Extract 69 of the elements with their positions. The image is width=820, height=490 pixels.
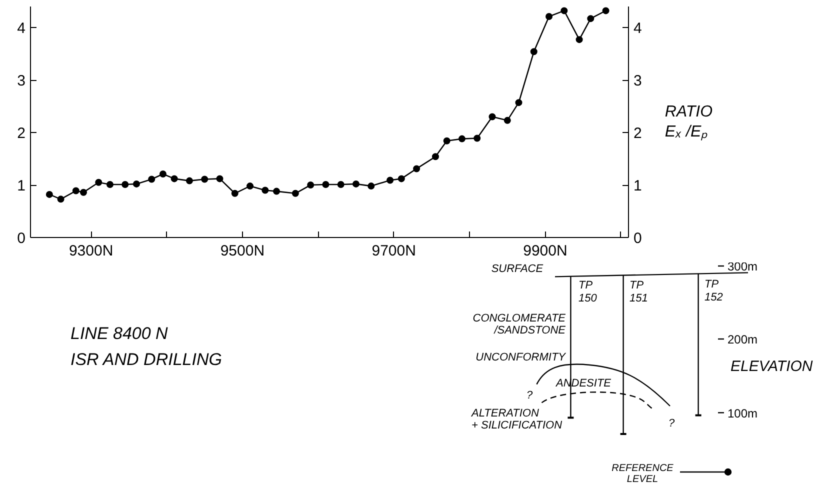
y-tick-label: 0 (17, 230, 26, 247)
point (368, 182, 375, 190)
y2-axis-title: RATIO Eₓ /Eₚ (664, 103, 713, 141)
point (80, 188, 87, 196)
text: REFERENCE LEVEL (612, 463, 674, 485)
x-tick-label: 9300N (68, 242, 114, 260)
y2-tick-label: 2 (634, 125, 642, 142)
point (148, 176, 156, 183)
point (273, 188, 280, 195)
text: LINE 8400 N ISR AND DRILLING (70, 324, 222, 369)
text: TP 151 (630, 280, 648, 304)
point (159, 170, 166, 178)
point (337, 180, 344, 188)
point (106, 180, 114, 188)
y-tick-label: 4 (17, 20, 26, 37)
point (504, 116, 511, 124)
text: UNCONFORMITY (476, 352, 566, 364)
x-tick-label: 9700N (372, 242, 416, 260)
point (72, 187, 80, 194)
point (46, 190, 53, 198)
text: 100m (728, 406, 758, 420)
point (307, 182, 314, 188)
point (201, 176, 208, 183)
point (170, 175, 178, 182)
text: ALTERATION + SILICIFICATION (470, 408, 562, 432)
point (186, 177, 193, 184)
y-tick-label: 1 (17, 178, 26, 194)
y2-tick-label: 4 (634, 20, 642, 37)
point (515, 99, 522, 106)
y-tick-label: 3 (17, 72, 26, 90)
point (322, 180, 330, 188)
point (413, 165, 420, 172)
point (530, 48, 538, 56)
point (262, 186, 269, 194)
text: TP 150 (578, 280, 598, 304)
point (546, 12, 553, 20)
text: ? (526, 390, 534, 402)
text: TP 152 (704, 278, 723, 304)
text: ELEVATION (730, 358, 813, 375)
point (386, 176, 394, 184)
point (587, 15, 594, 22)
x-tick-label: 9900N (523, 242, 568, 260)
point (246, 182, 254, 190)
text: CONGLOMERATE /SANDSTONE (472, 312, 566, 336)
text: ? (668, 418, 676, 430)
point (122, 180, 129, 188)
point (398, 175, 405, 182)
x-tick-label: 9500N (220, 242, 265, 260)
text: SURFACE (491, 262, 544, 275)
y2-tick-label: 0 (634, 230, 642, 247)
point (474, 134, 481, 142)
point (432, 153, 439, 160)
point (216, 175, 224, 182)
point (602, 7, 610, 14)
point (488, 113, 496, 120)
point (458, 135, 466, 142)
point (352, 180, 360, 188)
y-tick-label: 2 (17, 125, 26, 142)
point (576, 36, 583, 44)
point (95, 178, 102, 186)
point (292, 190, 299, 197)
point (57, 196, 64, 203)
y2-tick-label: 3 (634, 72, 642, 90)
point (443, 137, 450, 144)
y2-tick-label: 1 (634, 178, 642, 194)
text: 200m (728, 332, 758, 346)
point (132, 180, 140, 188)
point (560, 7, 568, 14)
point (231, 190, 238, 197)
